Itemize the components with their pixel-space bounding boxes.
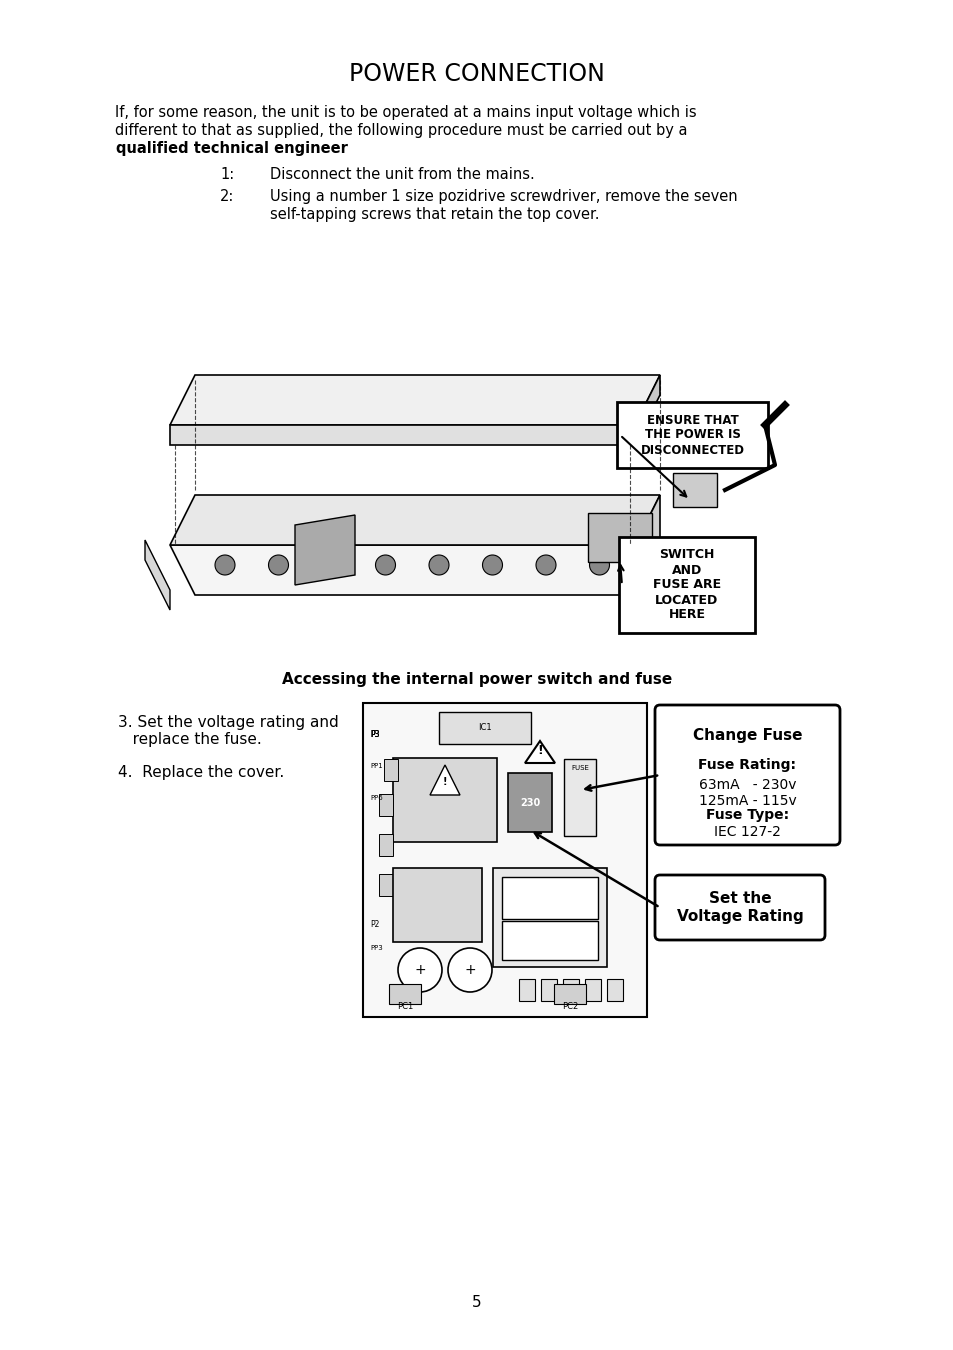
Text: Fuse Type:: Fuse Type: bbox=[705, 809, 788, 822]
Circle shape bbox=[429, 555, 449, 575]
Circle shape bbox=[214, 555, 234, 575]
FancyBboxPatch shape bbox=[389, 984, 420, 1004]
FancyBboxPatch shape bbox=[393, 757, 497, 842]
Circle shape bbox=[482, 555, 502, 575]
Polygon shape bbox=[294, 514, 355, 585]
Text: IC1: IC1 bbox=[477, 724, 492, 733]
Text: SWITCH
AND
FUSE ARE
LOCATED
HERE: SWITCH AND FUSE ARE LOCATED HERE bbox=[652, 548, 720, 621]
Circle shape bbox=[397, 948, 441, 992]
Text: Fuse Rating:: Fuse Rating: bbox=[698, 757, 796, 772]
Polygon shape bbox=[430, 765, 459, 795]
Text: FUSE: FUSE bbox=[571, 765, 588, 771]
Text: self-tapping screws that retain the top cover.: self-tapping screws that retain the top … bbox=[270, 207, 598, 221]
Text: P3: P3 bbox=[370, 730, 379, 738]
FancyBboxPatch shape bbox=[554, 984, 585, 1004]
Polygon shape bbox=[635, 375, 659, 446]
Circle shape bbox=[322, 555, 341, 575]
Text: 3. Set the voltage rating and
   replace the fuse.: 3. Set the voltage rating and replace th… bbox=[118, 716, 338, 748]
FancyBboxPatch shape bbox=[378, 794, 393, 815]
Text: IEC 127-2: IEC 127-2 bbox=[713, 825, 781, 838]
Polygon shape bbox=[170, 545, 659, 595]
Text: P3: P3 bbox=[370, 730, 379, 738]
FancyBboxPatch shape bbox=[562, 979, 578, 1000]
Polygon shape bbox=[170, 495, 659, 545]
Text: +: + bbox=[464, 963, 476, 977]
Text: !: ! bbox=[442, 778, 447, 787]
Polygon shape bbox=[639, 540, 664, 610]
Circle shape bbox=[536, 555, 556, 575]
Circle shape bbox=[268, 555, 288, 575]
Text: ENSURE THAT
THE POWER IS
DISCONNECTED: ENSURE THAT THE POWER IS DISCONNECTED bbox=[639, 413, 743, 456]
FancyBboxPatch shape bbox=[606, 979, 622, 1000]
Text: 4.  Replace the cover.: 4. Replace the cover. bbox=[118, 765, 284, 780]
Text: 2:: 2: bbox=[220, 189, 234, 204]
Text: PP3: PP3 bbox=[370, 945, 382, 950]
Text: P2: P2 bbox=[370, 919, 379, 929]
FancyBboxPatch shape bbox=[493, 868, 606, 967]
FancyBboxPatch shape bbox=[587, 513, 651, 562]
Text: PP1: PP1 bbox=[370, 763, 382, 769]
Text: Change Fuse: Change Fuse bbox=[692, 728, 801, 743]
Text: Accessing the internal power switch and fuse: Accessing the internal power switch and … bbox=[281, 672, 672, 687]
Text: !: ! bbox=[537, 744, 542, 757]
Text: 5: 5 bbox=[472, 1295, 481, 1309]
FancyBboxPatch shape bbox=[501, 921, 598, 960]
FancyBboxPatch shape bbox=[507, 774, 552, 832]
FancyBboxPatch shape bbox=[501, 878, 598, 918]
Polygon shape bbox=[635, 495, 659, 595]
Text: PP6: PP6 bbox=[370, 795, 382, 801]
Polygon shape bbox=[524, 741, 555, 763]
Text: PC1: PC1 bbox=[396, 1002, 413, 1011]
Circle shape bbox=[375, 555, 395, 575]
Text: qualified technical engineer: qualified technical engineer bbox=[116, 140, 348, 157]
Text: +: + bbox=[414, 963, 425, 977]
Text: 63mA   - 230v
125mA - 115v: 63mA - 230v 125mA - 115v bbox=[698, 778, 796, 809]
FancyBboxPatch shape bbox=[617, 402, 767, 468]
FancyBboxPatch shape bbox=[363, 703, 646, 1017]
Text: .: . bbox=[290, 140, 294, 157]
FancyBboxPatch shape bbox=[618, 537, 754, 633]
FancyBboxPatch shape bbox=[540, 979, 557, 1000]
FancyBboxPatch shape bbox=[393, 868, 481, 942]
Text: 230: 230 bbox=[519, 798, 539, 807]
Text: PC2: PC2 bbox=[561, 1002, 578, 1011]
FancyBboxPatch shape bbox=[384, 759, 397, 782]
Text: different to that as supplied, the following procedure must be carried out by a: different to that as supplied, the follo… bbox=[115, 123, 687, 138]
FancyBboxPatch shape bbox=[378, 873, 393, 896]
FancyBboxPatch shape bbox=[672, 472, 717, 508]
Text: If, for some reason, the unit is to be operated at a mains input voltage which i: If, for some reason, the unit is to be o… bbox=[115, 105, 696, 120]
Text: POWER CONNECTION: POWER CONNECTION bbox=[349, 62, 604, 86]
FancyBboxPatch shape bbox=[438, 711, 531, 744]
Circle shape bbox=[448, 948, 492, 992]
Text: P3: P3 bbox=[370, 730, 379, 738]
Polygon shape bbox=[170, 425, 635, 446]
FancyBboxPatch shape bbox=[655, 705, 840, 845]
Text: Using a number 1 size pozidrive screwdriver, remove the seven: Using a number 1 size pozidrive screwdri… bbox=[270, 189, 737, 204]
FancyBboxPatch shape bbox=[563, 759, 596, 836]
Text: P3: P3 bbox=[370, 730, 379, 738]
Text: Set the
Voltage Rating: Set the Voltage Rating bbox=[676, 891, 802, 923]
FancyBboxPatch shape bbox=[378, 834, 393, 856]
Polygon shape bbox=[170, 375, 659, 425]
Text: Disconnect the unit from the mains.: Disconnect the unit from the mains. bbox=[270, 167, 535, 182]
FancyBboxPatch shape bbox=[655, 875, 824, 940]
Polygon shape bbox=[145, 540, 170, 610]
Text: 1:: 1: bbox=[220, 167, 234, 182]
Circle shape bbox=[589, 555, 609, 575]
FancyBboxPatch shape bbox=[584, 979, 600, 1000]
FancyBboxPatch shape bbox=[518, 979, 535, 1000]
